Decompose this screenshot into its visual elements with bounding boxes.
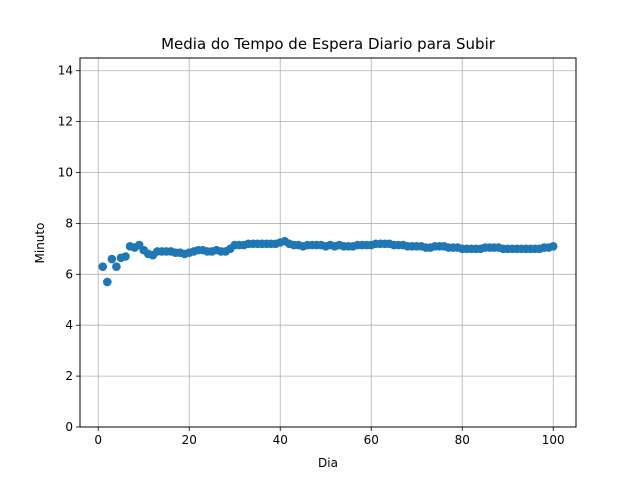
points-layer xyxy=(98,236,558,287)
y-tick-label: 6 xyxy=(65,267,73,281)
x-tick-label: 60 xyxy=(364,433,379,447)
x-tick-label: 100 xyxy=(542,433,565,447)
y-tick-label: 2 xyxy=(65,369,73,383)
y-tick-label: 0 xyxy=(65,420,73,434)
data-point xyxy=(107,254,117,264)
y-tick-label: 4 xyxy=(65,318,73,332)
data-point xyxy=(98,262,108,271)
data-point xyxy=(548,242,558,251)
y-tick-label: 12 xyxy=(58,115,73,129)
data-point xyxy=(103,277,112,287)
data-point xyxy=(112,262,121,271)
data-point xyxy=(121,252,130,261)
y-tick-label: 10 xyxy=(58,166,73,180)
x-tick-label: 0 xyxy=(94,433,102,447)
x-tick-label: 20 xyxy=(182,433,197,447)
x-tick-label: 40 xyxy=(273,433,288,447)
x-axis-label: Dia xyxy=(318,456,338,470)
chart-title: Media do Tempo de Espera Diario para Sub… xyxy=(161,35,496,53)
y-tick-label: 8 xyxy=(65,216,73,230)
y-axis-label: Minuto xyxy=(33,223,47,264)
ticks-layer: 0 20 40 60 80 100 0 2 4 6 8 10 12 14 xyxy=(58,64,565,447)
y-tick-label: 14 xyxy=(58,64,73,78)
plot-frame xyxy=(79,57,577,428)
x-tick-label: 80 xyxy=(455,433,470,447)
